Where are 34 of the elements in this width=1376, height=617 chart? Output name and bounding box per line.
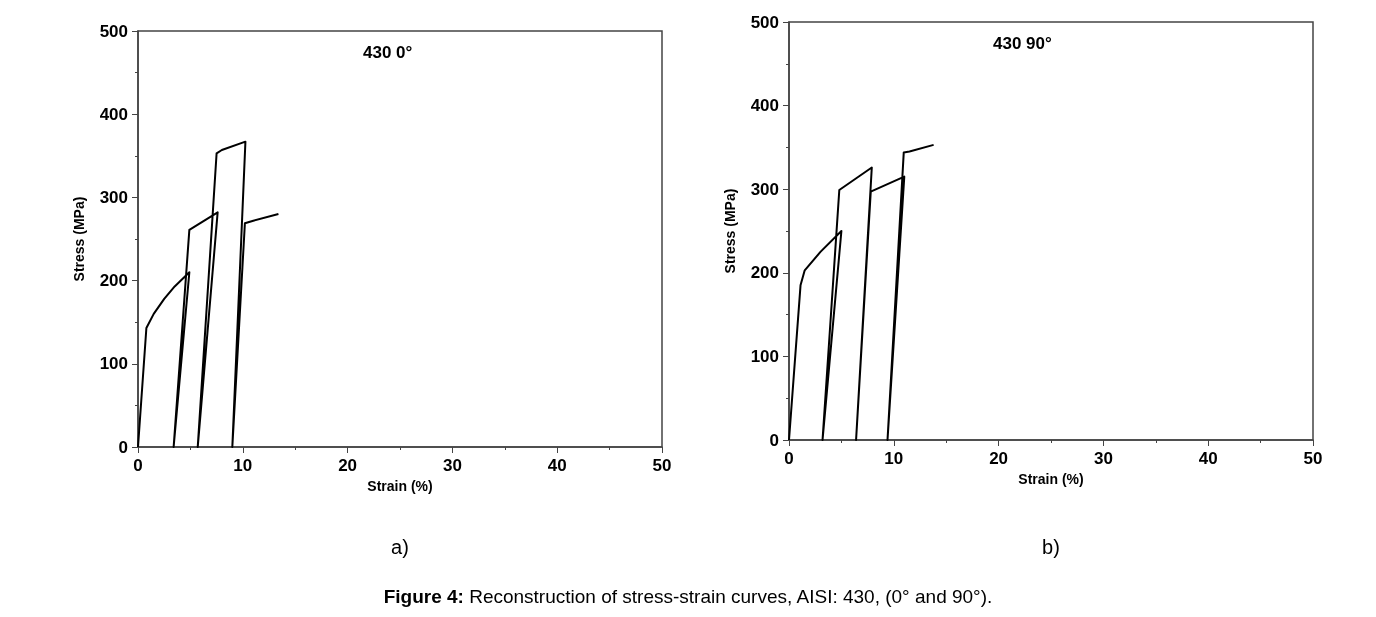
y-tick-label: 300 bbox=[750, 179, 779, 199]
y-tick-label: 500 bbox=[99, 21, 128, 41]
y-tick-label: 300 bbox=[99, 187, 128, 207]
line-series bbox=[788, 143, 935, 441]
x-tick-label: 10 bbox=[233, 456, 253, 475]
x-tick-label: 20 bbox=[338, 456, 358, 475]
y-tick-label: 0 bbox=[769, 430, 779, 450]
text: b) bbox=[1041, 536, 1061, 559]
text: 430 90° bbox=[993, 34, 1052, 53]
x-tick-label: 30 bbox=[442, 456, 462, 475]
y-tick-label: 400 bbox=[750, 96, 779, 116]
y-tick-label: 100 bbox=[99, 354, 128, 374]
text: 430 0° bbox=[363, 43, 413, 62]
x-tick-label: 30 bbox=[1093, 449, 1113, 468]
y-tick-label: 200 bbox=[750, 263, 779, 283]
line-series bbox=[137, 140, 280, 448]
x-tick-label: 0 bbox=[133, 456, 143, 475]
x-tick-label: 10 bbox=[884, 449, 904, 468]
x-tick-label: 50 bbox=[1303, 449, 1323, 468]
x-tick-label: 40 bbox=[1198, 449, 1218, 468]
x-tick-label: 0 bbox=[784, 449, 794, 468]
x-tick-label: 20 bbox=[989, 449, 1009, 468]
y-tick-label: 400 bbox=[99, 104, 128, 124]
caption: Figure 4: Reconstruction of stress-strain curves, AISI: 430, (0° and 90°). bbox=[382, 586, 994, 608]
y-axis-title: Stress (MPa) bbox=[71, 196, 87, 282]
y-axis-title: Stress (MPa) bbox=[722, 188, 738, 274]
y-tick-label: 500 bbox=[750, 12, 779, 32]
x-axis-title: Strain (%) bbox=[367, 477, 433, 494]
x-tick-label: 50 bbox=[652, 456, 672, 475]
y-tick-label: 200 bbox=[99, 271, 128, 291]
x-axis-title: Strain (%) bbox=[1018, 470, 1084, 487]
text: a) bbox=[390, 536, 410, 559]
y-tick-label: 100 bbox=[750, 346, 779, 366]
x-tick-label: 40 bbox=[547, 456, 567, 475]
